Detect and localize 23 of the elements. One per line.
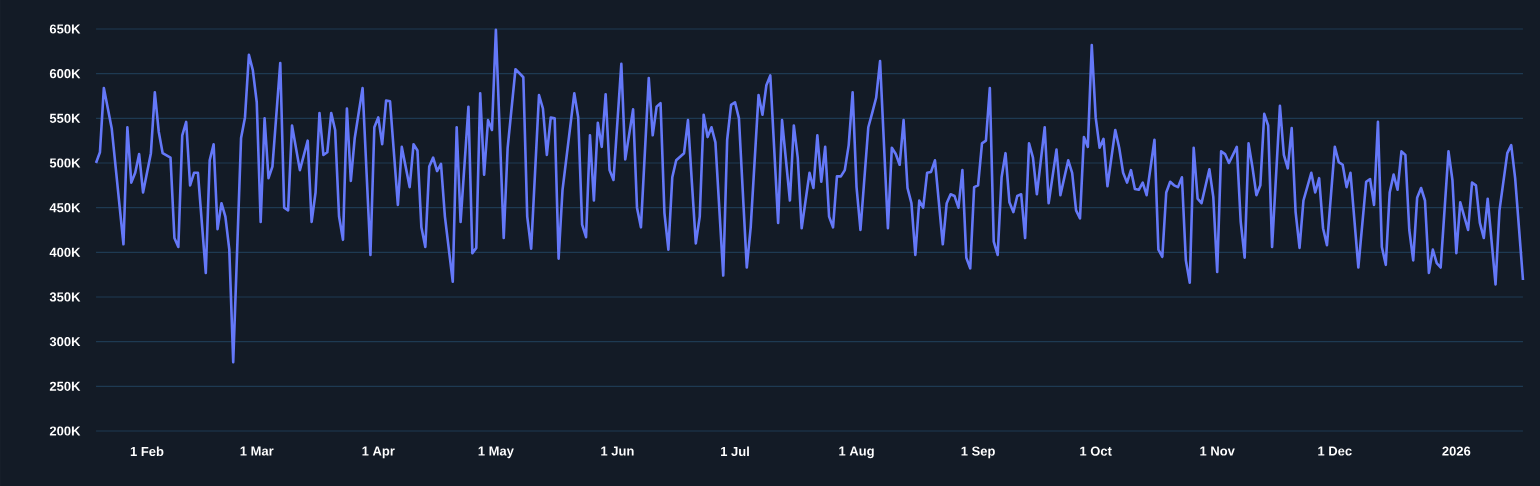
x-tick-label: 1 Dec [1318,446,1352,456]
y-tick-label: 500K [49,158,81,168]
x-tick-label: 1 Nov [1200,446,1235,456]
x-tick-label: 1 Oct [1080,446,1112,456]
y-tick-label: 450K [49,203,81,213]
y-tick-label: 650K [49,24,81,34]
y-tick-label: 600K [49,69,81,79]
x-tick-label: 2026 [1442,446,1471,456]
x-tick-label: 1 Mar [240,446,274,456]
y-tick-label: 400K [49,247,81,257]
x-tick-label: 1 Jun [601,446,634,456]
x-tick-label: 1 May [478,446,514,459]
x-tick-label: 1 Aug [839,446,874,459]
y-tick-label: 550K [49,113,81,123]
y-tick-label: 300K [49,337,81,347]
y-tick-label: 250K [49,381,81,391]
y-tick-label: 200K [49,426,81,436]
x-tick-label: 1 Sep [961,446,995,459]
y-tick-label: 350K [49,292,81,302]
x-tick-label: 1 Feb [130,446,164,457]
x-tick-label: 1 Jul [721,446,749,457]
x-tick-label: 1 Apr [362,446,395,459]
line-series [94,28,1525,364]
